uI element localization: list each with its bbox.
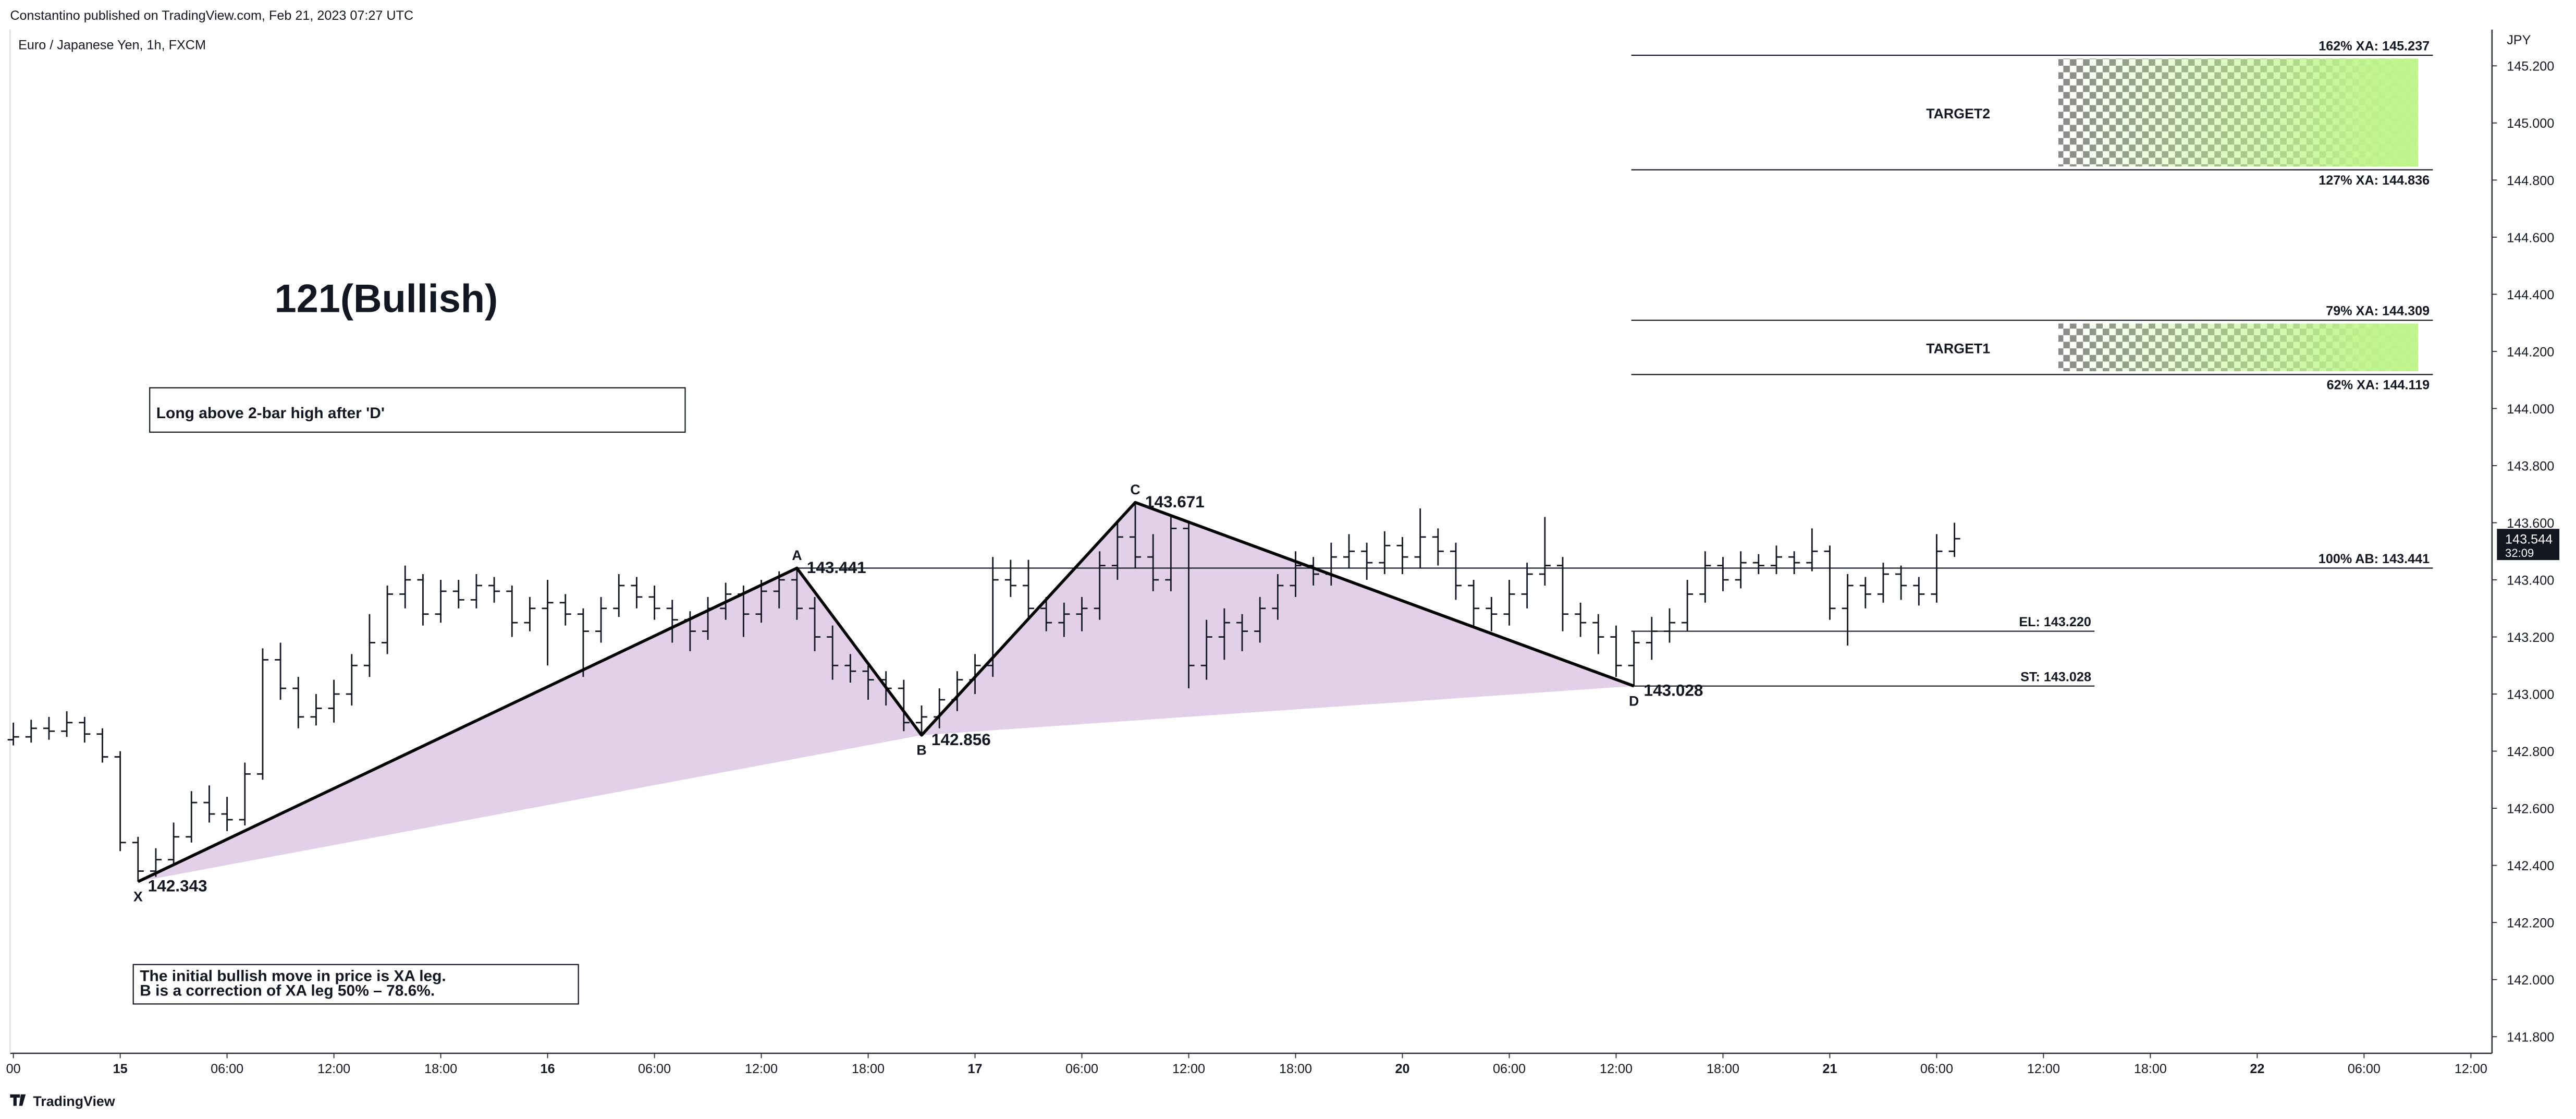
- x-tick-label: 06:00: [638, 1062, 671, 1076]
- x-tick-label: 21: [1822, 1062, 1837, 1076]
- y-tick-label: 142.000: [2507, 973, 2554, 988]
- x-tick-label: 22: [2250, 1062, 2264, 1076]
- pattern-point-price: 142.856: [931, 730, 991, 749]
- last-price-box: [2497, 529, 2560, 561]
- x-tick-label: 06:00: [1920, 1062, 1953, 1076]
- x-tick-label: 06:00: [1065, 1062, 1098, 1076]
- note-text: The initial bullish move in price is XA …: [140, 967, 446, 984]
- pattern-line: [137, 501, 1635, 883]
- level-label: 100% AB: 143.441: [2319, 552, 2430, 566]
- x-tick-label: 12:00: [2027, 1062, 2060, 1076]
- pattern-point-letter: X: [133, 889, 143, 905]
- y-tick-label: 142.600: [2507, 802, 2554, 817]
- y-tick-label: 144.800: [2507, 174, 2554, 188]
- y-tick-label: 145.200: [2507, 59, 2554, 74]
- level-label: ST: 143.028: [2020, 670, 2091, 684]
- pattern-point-letter: D: [1629, 694, 1639, 709]
- y-tick-label: 145.000: [2507, 116, 2554, 131]
- pattern-title: 121(Bullish): [275, 277, 498, 321]
- note-box: [149, 387, 686, 433]
- level-label: 79% XA: 144.309: [2326, 304, 2430, 319]
- target-label: TARGET1: [1926, 340, 1990, 356]
- x-tick-label: 18:00: [1279, 1062, 1312, 1076]
- level-label: 62% XA: 144.119: [2327, 378, 2430, 393]
- x-tick-label: 18:00: [1707, 1062, 1739, 1076]
- level-label: EL: 143.220: [2019, 615, 2091, 629]
- pattern-point-letter: B: [916, 743, 926, 758]
- y-tick-label: 144.000: [2507, 402, 2554, 417]
- x-tick-label: 00: [6, 1062, 21, 1076]
- x-tick-label: 12:00: [1600, 1062, 1633, 1076]
- y-tick-label: 143.800: [2507, 459, 2554, 473]
- note-text: Long above 2-bar high after 'D': [156, 405, 385, 422]
- price-bars: [7, 502, 1960, 882]
- x-tick-label: 06:00: [2348, 1062, 2381, 1076]
- y-tick-label: 142.400: [2507, 859, 2554, 873]
- pattern-point-letter: C: [1130, 482, 1140, 497]
- pattern-point-price: 142.343: [148, 877, 207, 895]
- target-zone-fade: [2058, 58, 2419, 167]
- x-tick-label: 12:00: [1172, 1062, 1205, 1076]
- publisher-header: Constantino published on TradingView.com…: [10, 8, 413, 23]
- pattern-triangle: [138, 568, 922, 882]
- symbol-title: Euro / Japanese Yen, 1h, FXCM: [18, 38, 206, 53]
- y-tick-label: 141.800: [2507, 1030, 2554, 1045]
- currency-label: JPY: [2507, 33, 2531, 47]
- pattern-point-letter: A: [792, 548, 802, 563]
- y-tick-label: 142.200: [2507, 916, 2554, 931]
- target-zone-fade: [2058, 323, 2419, 371]
- pattern-point-price: 143.671: [1145, 492, 1205, 511]
- x-tick-label: 18:00: [424, 1062, 457, 1076]
- x-tick-label: 15: [113, 1062, 128, 1076]
- level-label: 162% XA: 145.237: [2319, 39, 2430, 54]
- y-tick-label: 143.600: [2507, 516, 2554, 531]
- target-label: TARGET2: [1926, 106, 1990, 121]
- x-tick-label: 06:00: [1493, 1062, 1526, 1076]
- note-box: [132, 964, 579, 1005]
- footer-brand: TradingView: [33, 1093, 115, 1109]
- y-tick-label: 144.200: [2507, 345, 2554, 359]
- y-tick-label: 144.600: [2507, 230, 2554, 245]
- x-tick-label: 06:00: [211, 1062, 243, 1076]
- x-tick-label: 17: [968, 1062, 983, 1076]
- x-tick-label: 12:00: [2455, 1062, 2487, 1076]
- x-tick-label: 20: [1395, 1062, 1409, 1076]
- y-tick-label: 144.400: [2507, 288, 2554, 302]
- y-tick-label: 143.000: [2507, 687, 2554, 702]
- footer-logo: [10, 1094, 26, 1106]
- pattern-point-price: 143.028: [1644, 681, 1703, 700]
- last-price-countdown: 32:09: [2505, 546, 2534, 560]
- y-tick-label: 143.400: [2507, 573, 2554, 588]
- last-price-value: 143.544: [2505, 532, 2553, 547]
- note-text: B is a correction of XA leg 50% – 78.6%.: [140, 982, 435, 1000]
- pattern-point-price: 143.441: [807, 558, 866, 577]
- y-tick-label: 142.800: [2507, 745, 2554, 759]
- x-tick-label: 18:00: [2134, 1062, 2167, 1076]
- x-tick-label: 12:00: [317, 1062, 350, 1076]
- x-tick-label: 18:00: [852, 1062, 885, 1076]
- x-tick-label: 16: [541, 1062, 555, 1076]
- y-tick-label: 143.200: [2507, 630, 2554, 645]
- x-tick-label: 12:00: [745, 1062, 778, 1076]
- level-label: 127% XA: 144.836: [2319, 173, 2430, 188]
